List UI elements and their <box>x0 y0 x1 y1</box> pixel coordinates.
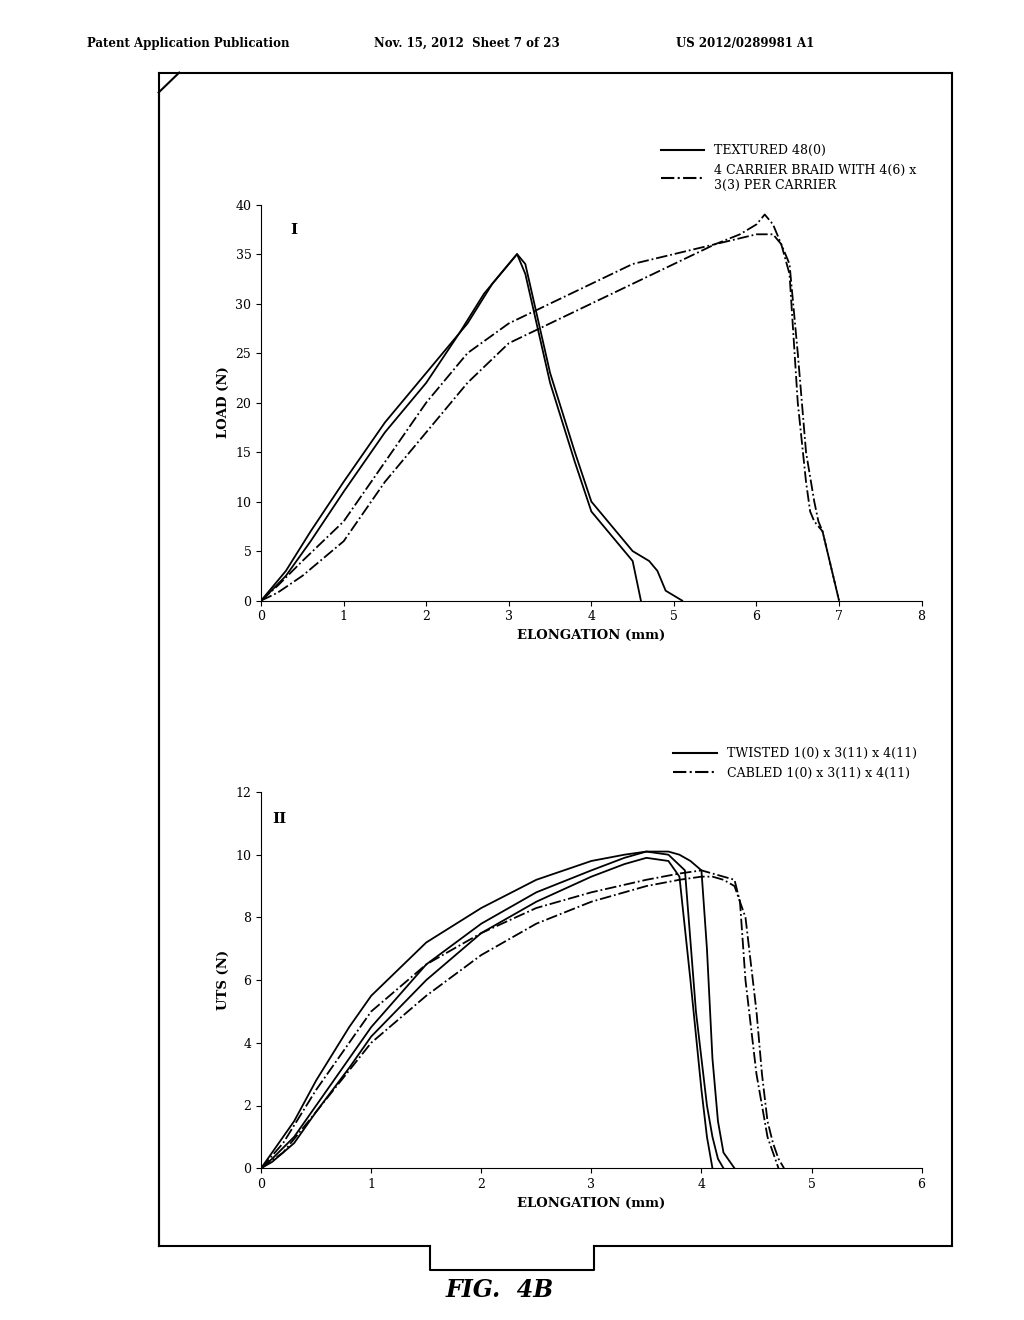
Text: FIG.  4B: FIG. 4B <box>445 1278 554 1302</box>
Legend: TEXTURED 48(0), 4 CARRIER BRAID WITH 4(6) x
3(3) PER CARRIER: TEXTURED 48(0), 4 CARRIER BRAID WITH 4(6… <box>655 140 922 197</box>
X-axis label: ELONGATION (mm): ELONGATION (mm) <box>517 628 666 642</box>
Y-axis label: LOAD (N): LOAD (N) <box>217 367 229 438</box>
Text: II: II <box>272 812 287 826</box>
Text: US 2012/0289981 A1: US 2012/0289981 A1 <box>676 37 814 50</box>
Text: I: I <box>290 223 297 238</box>
Legend: TWISTED 1(0) x 3(11) x 4(11), CABLED 1(0) x 3(11) x 4(11): TWISTED 1(0) x 3(11) x 4(11), CABLED 1(0… <box>668 742 922 784</box>
Text: Patent Application Publication: Patent Application Publication <box>87 37 290 50</box>
Text: Nov. 15, 2012  Sheet 7 of 23: Nov. 15, 2012 Sheet 7 of 23 <box>374 37 559 50</box>
Y-axis label: UTS (N): UTS (N) <box>217 950 229 1010</box>
X-axis label: ELONGATION (mm): ELONGATION (mm) <box>517 1196 666 1209</box>
